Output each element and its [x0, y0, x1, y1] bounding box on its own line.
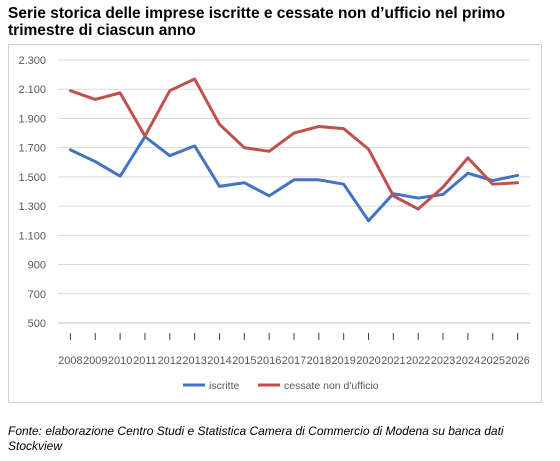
- x-tick-label: 2015: [232, 355, 256, 367]
- data-point: [318, 125, 320, 127]
- chart-area: [8, 44, 542, 403]
- x-tick-label: 2026: [505, 355, 529, 367]
- data-point: [467, 172, 469, 174]
- data-point: [417, 208, 419, 210]
- y-tick-label: 2.300: [18, 55, 46, 67]
- y-tick-label: 1.300: [18, 201, 46, 213]
- data-point: [492, 180, 494, 182]
- data-point: [417, 197, 419, 199]
- data-point: [268, 150, 270, 152]
- x-tick-label: 2009: [83, 355, 107, 367]
- chart-title: Serie storica delle imprese iscritte e c…: [8, 5, 506, 39]
- x-tick-label: 2011: [133, 355, 157, 367]
- y-tick-label: 1.500: [18, 172, 46, 184]
- data-point: [343, 128, 345, 130]
- y-tick-label: 500: [28, 318, 46, 330]
- data-point: [368, 220, 370, 222]
- series-lines: [68, 77, 520, 223]
- data-point: [392, 195, 394, 197]
- data-point: [517, 182, 519, 184]
- x-tick-label: 2024: [456, 355, 480, 367]
- x-tick-label: 2025: [480, 355, 504, 367]
- data-point: [343, 183, 345, 185]
- x-tick-label: 2020: [356, 355, 380, 367]
- x-tick-label: 2016: [257, 355, 281, 367]
- y-axis: 500 700 900 1.100 1.300 1.500 1.700 1.900 2.100 2…: [18, 55, 46, 330]
- legend-label: iscritte: [209, 380, 239, 392]
- x-tick-label: 2017: [282, 355, 306, 367]
- data-point: [94, 98, 96, 100]
- data-point: [517, 174, 519, 176]
- y-tick-label: 900: [28, 260, 46, 272]
- data-point: [467, 157, 469, 159]
- data-point: [293, 179, 295, 181]
- data-point: [243, 182, 245, 184]
- data-point: [318, 179, 320, 181]
- x-tick-label: 2018: [307, 355, 331, 367]
- x-tick-label: 2022: [406, 355, 430, 367]
- y-tick-label: 1.900: [18, 113, 46, 125]
- data-point: [69, 149, 71, 151]
- legend: iscritte cessate non d'ufficio: [183, 380, 379, 392]
- data-point: [144, 135, 146, 137]
- x-axis: 2008 2009 2010 2011 2012 2013 2014 2015 2016 2017…: [58, 322, 530, 367]
- y-tick-label: 1.100: [18, 230, 46, 242]
- gridlines: [58, 59, 530, 324]
- x-tick-label: 2019: [331, 355, 355, 367]
- x-tick-label: 2023: [431, 355, 455, 367]
- data-point: [218, 123, 220, 125]
- data-point: [119, 175, 121, 177]
- data-point: [194, 78, 196, 80]
- data-point: [293, 132, 295, 134]
- y-tick-label: 700: [28, 289, 46, 301]
- source-note: Fonte: elaborazione Centro Studi e Stati…: [8, 424, 504, 453]
- data-point: [243, 147, 245, 149]
- y-tick-label: 1.700: [18, 143, 46, 155]
- data-point: [194, 145, 196, 147]
- data-point: [119, 92, 121, 94]
- x-tick-label: 2013: [182, 355, 206, 367]
- legend-label: cessate non d'ufficio: [284, 380, 379, 392]
- x-tick-label: 2014: [207, 355, 231, 367]
- data-point: [169, 90, 171, 92]
- x-tick-label: 2008: [58, 355, 82, 367]
- x-tick-label: 2010: [108, 355, 132, 367]
- x-tick-label: 2021: [381, 355, 405, 367]
- data-point: [492, 183, 494, 185]
- data-point: [218, 185, 220, 187]
- x-tick-label: 2012: [158, 355, 182, 367]
- data-point: [69, 90, 71, 92]
- data-point: [268, 195, 270, 197]
- data-point: [368, 148, 370, 150]
- data-point: [169, 155, 171, 157]
- y-tick-label: 2.100: [18, 84, 46, 96]
- data-point: [94, 161, 96, 163]
- data-point: [442, 193, 444, 195]
- data-point: [442, 186, 444, 188]
